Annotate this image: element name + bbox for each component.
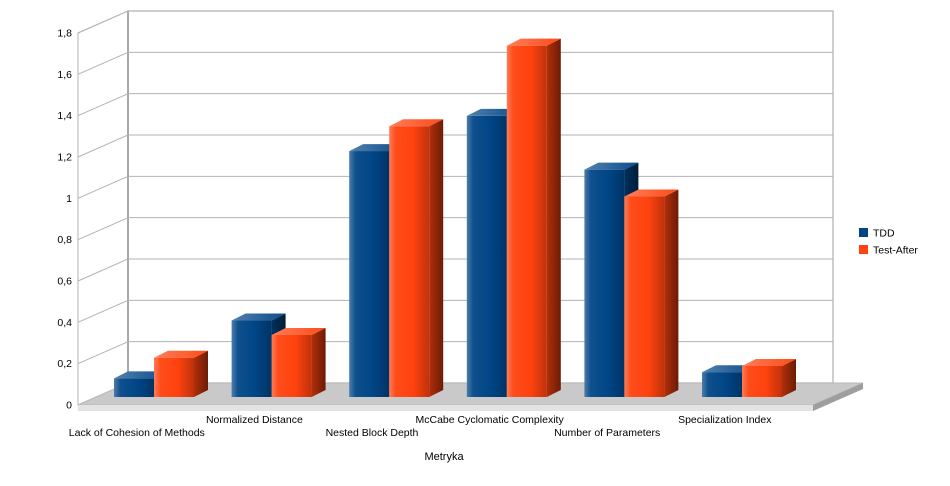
- legend-swatch-tdd-icon: [859, 228, 868, 237]
- gridline-wall: [77, 341, 129, 365]
- gridline-wall: [77, 175, 129, 199]
- chart-floor-side: [813, 383, 863, 411]
- bar-test-after-5: [742, 359, 796, 397]
- legend: TDD Test-After: [859, 228, 918, 257]
- bar-top-face: [506, 38, 561, 46]
- bar-front-face: [624, 196, 665, 397]
- category-label: Lack of Cohesion of Methods: [69, 427, 205, 439]
- gridline-wall: [77, 258, 129, 282]
- left-wall: [77, 10, 129, 406]
- gridline-wall: [77, 10, 129, 34]
- chart-floor-front: [78, 405, 813, 411]
- gridline-wall: [77, 93, 129, 117]
- legend-swatch-test-after-icon: [859, 245, 868, 254]
- bar-top-face: [624, 189, 679, 197]
- bar-test-after-0: [154, 350, 208, 397]
- bar-top-face: [389, 119, 444, 127]
- bar-front-face: [742, 366, 782, 397]
- category-label: Normalized Distance: [206, 414, 303, 426]
- bar-top-face: [271, 328, 326, 335]
- category-label: McCabe Cyclomatic Complexity: [415, 414, 564, 426]
- bar-front-face: [584, 169, 625, 397]
- y-tick-label: 0,2: [57, 358, 72, 370]
- y-tick-label: 0,4: [57, 317, 72, 329]
- chart-generated-content: 0 0,2 0,4 0,6 0,8 1 1,2 1,4 1,6 1,8 Lack of Cohesi…: [57, 10, 864, 439]
- y-tick-label: 0: [66, 400, 72, 412]
- bar-side-face: [311, 328, 326, 397]
- gridline-wall: [77, 217, 129, 241]
- y-tick-label: 0,8: [57, 234, 72, 246]
- bar-test-after-1: [271, 328, 326, 397]
- bar-front-face: [702, 372, 742, 397]
- bar-top-face: [584, 162, 639, 170]
- y-tick-label: 1,8: [57, 28, 72, 40]
- gridline-wall: [77, 299, 129, 323]
- category-label: Number of Parameters: [554, 427, 660, 439]
- bar-side-face: [429, 119, 444, 398]
- bar-front-face: [231, 320, 272, 397]
- bar-front-face: [271, 335, 312, 397]
- bar-top-face: [154, 350, 208, 358]
- bar-top-face: [231, 313, 286, 321]
- y-tick-label: 1,4: [57, 110, 72, 122]
- y-tick-label: 0,6: [57, 276, 72, 288]
- bar-front-face: [466, 115, 507, 397]
- bar-front-face: [389, 126, 430, 398]
- bar-side-face: [546, 38, 561, 398]
- legend-label-test-after: Test-After: [873, 245, 918, 257]
- y-tick-label: 1,6: [57, 69, 72, 81]
- bar-test-after-3: [506, 38, 561, 398]
- x-axis-title: Metryka: [424, 451, 464, 463]
- category-label: Nested Block Depth: [326, 427, 419, 439]
- bar-front-face: [506, 45, 547, 398]
- bar-test-after-2: [389, 119, 444, 398]
- bar-front-face: [154, 357, 194, 397]
- bar-test-after-4: [624, 189, 679, 397]
- bar-side-face: [782, 359, 796, 397]
- bar-top-face: [742, 359, 796, 366]
- bar-front-face: [114, 378, 154, 397]
- bar-front-face: [349, 151, 390, 397]
- gridline-wall: [77, 134, 129, 158]
- y-tick-label: 1: [66, 193, 72, 205]
- legend-label-tdd: TDD: [873, 228, 895, 240]
- bar-side-face: [664, 189, 679, 397]
- bar-side-face: [194, 350, 208, 397]
- category-label: Specialization Index: [678, 414, 772, 426]
- gridline-wall: [77, 51, 129, 75]
- y-tick-label: 1,2: [57, 152, 72, 164]
